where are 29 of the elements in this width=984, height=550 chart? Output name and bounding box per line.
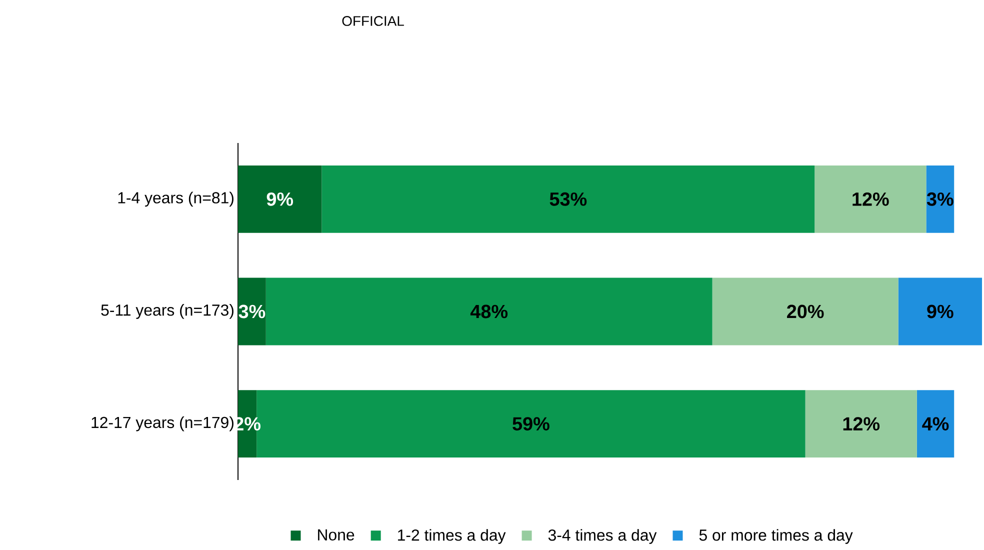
- data-label: 12%: [843, 417, 880, 430]
- y-tick-label: 1-4 years (n=81): [118, 192, 234, 207]
- chart-title: OFFICIAL: [342, 16, 404, 26]
- bar: [805, 390, 917, 458]
- data-label: 53%: [550, 192, 587, 206]
- data-label: 3%: [926, 192, 954, 206]
- bar: [266, 278, 712, 346]
- bar: [712, 278, 898, 346]
- bar: [916, 390, 954, 458]
- bar: [238, 278, 266, 346]
- data-label: 9%: [927, 304, 954, 318]
- legend-label: None: [318, 529, 354, 540]
- data-label: 59%: [512, 417, 550, 431]
- bar: [926, 165, 954, 233]
- data-label: 4%: [922, 417, 949, 430]
- bar: [238, 165, 322, 233]
- data-label: 9%: [266, 192, 294, 206]
- y-tick-label: 12-17 years (n=179): [92, 416, 234, 432]
- data-label: 12%: [852, 192, 889, 206]
- legend-label: 3-4 times a day: [548, 529, 657, 544]
- y-tick-label: 5-11 years (n=173): [101, 304, 234, 319]
- data-label: 48%: [470, 304, 508, 318]
- legend-label: 1-2 times a day: [398, 529, 506, 544]
- bar: [814, 165, 926, 233]
- data-label: 3%: [238, 304, 266, 318]
- data-label: 20%: [787, 304, 824, 318]
- bar: [898, 278, 982, 346]
- legend-label: 5 or more times a day: [699, 529, 853, 544]
- bar: [322, 165, 815, 233]
